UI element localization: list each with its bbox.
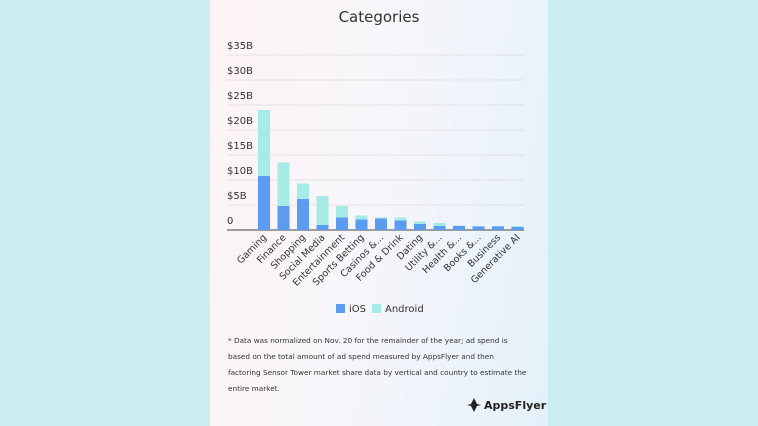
legend-label: iOS	[349, 304, 366, 315]
bar-segment	[433, 223, 446, 226]
footnote: * Data was normalized on Nov. 20 for the…	[228, 336, 527, 393]
bar-segment	[472, 226, 485, 227]
bar-segment	[394, 220, 407, 230]
y-tick-label: $30B	[227, 66, 253, 77]
y-tick-label: $5B	[227, 191, 247, 202]
bar-segment	[472, 226, 485, 230]
bar-segment	[375, 218, 387, 230]
chart-title: Categories	[339, 8, 420, 26]
bar-segment	[394, 217, 407, 221]
y-tick-label: $15B	[227, 141, 253, 152]
bar-segment	[433, 226, 446, 230]
legend-label: Android	[385, 304, 424, 315]
bar-segment	[258, 110, 270, 176]
bar-segment	[297, 183, 309, 199]
logo-icon	[467, 398, 481, 412]
bar-segment	[511, 227, 524, 230]
logo: AppsFlyer	[466, 397, 546, 413]
bar-segment	[375, 217, 387, 219]
bar-segment	[414, 224, 426, 230]
bar-segment	[277, 162, 290, 206]
bar-segment	[316, 196, 329, 225]
bar-segment	[414, 221, 426, 224]
bar-segment	[453, 226, 465, 230]
bar-segment	[277, 206, 290, 230]
y-tick-label: $25B	[227, 91, 253, 102]
y-tick-label: $35B	[227, 41, 253, 52]
legend-swatch	[336, 304, 345, 313]
logo-text: AppsFlyer	[484, 398, 547, 412]
bar-segment	[492, 226, 504, 227]
bar-segment	[355, 219, 368, 230]
legend-swatch	[372, 304, 381, 313]
bar-segment	[316, 225, 329, 230]
bar-segment	[355, 215, 368, 220]
y-tick-label: $20B	[227, 116, 253, 127]
bar-segment	[511, 226, 524, 227]
bar-segment	[297, 199, 309, 230]
bar-segment	[336, 206, 348, 218]
y-tick-label: $10B	[227, 166, 253, 177]
bar-segment	[336, 217, 348, 230]
y-tick-label: 0	[227, 216, 233, 227]
bar-segment	[453, 225, 465, 226]
bar-segment	[492, 226, 504, 230]
bar-segment	[258, 176, 270, 230]
